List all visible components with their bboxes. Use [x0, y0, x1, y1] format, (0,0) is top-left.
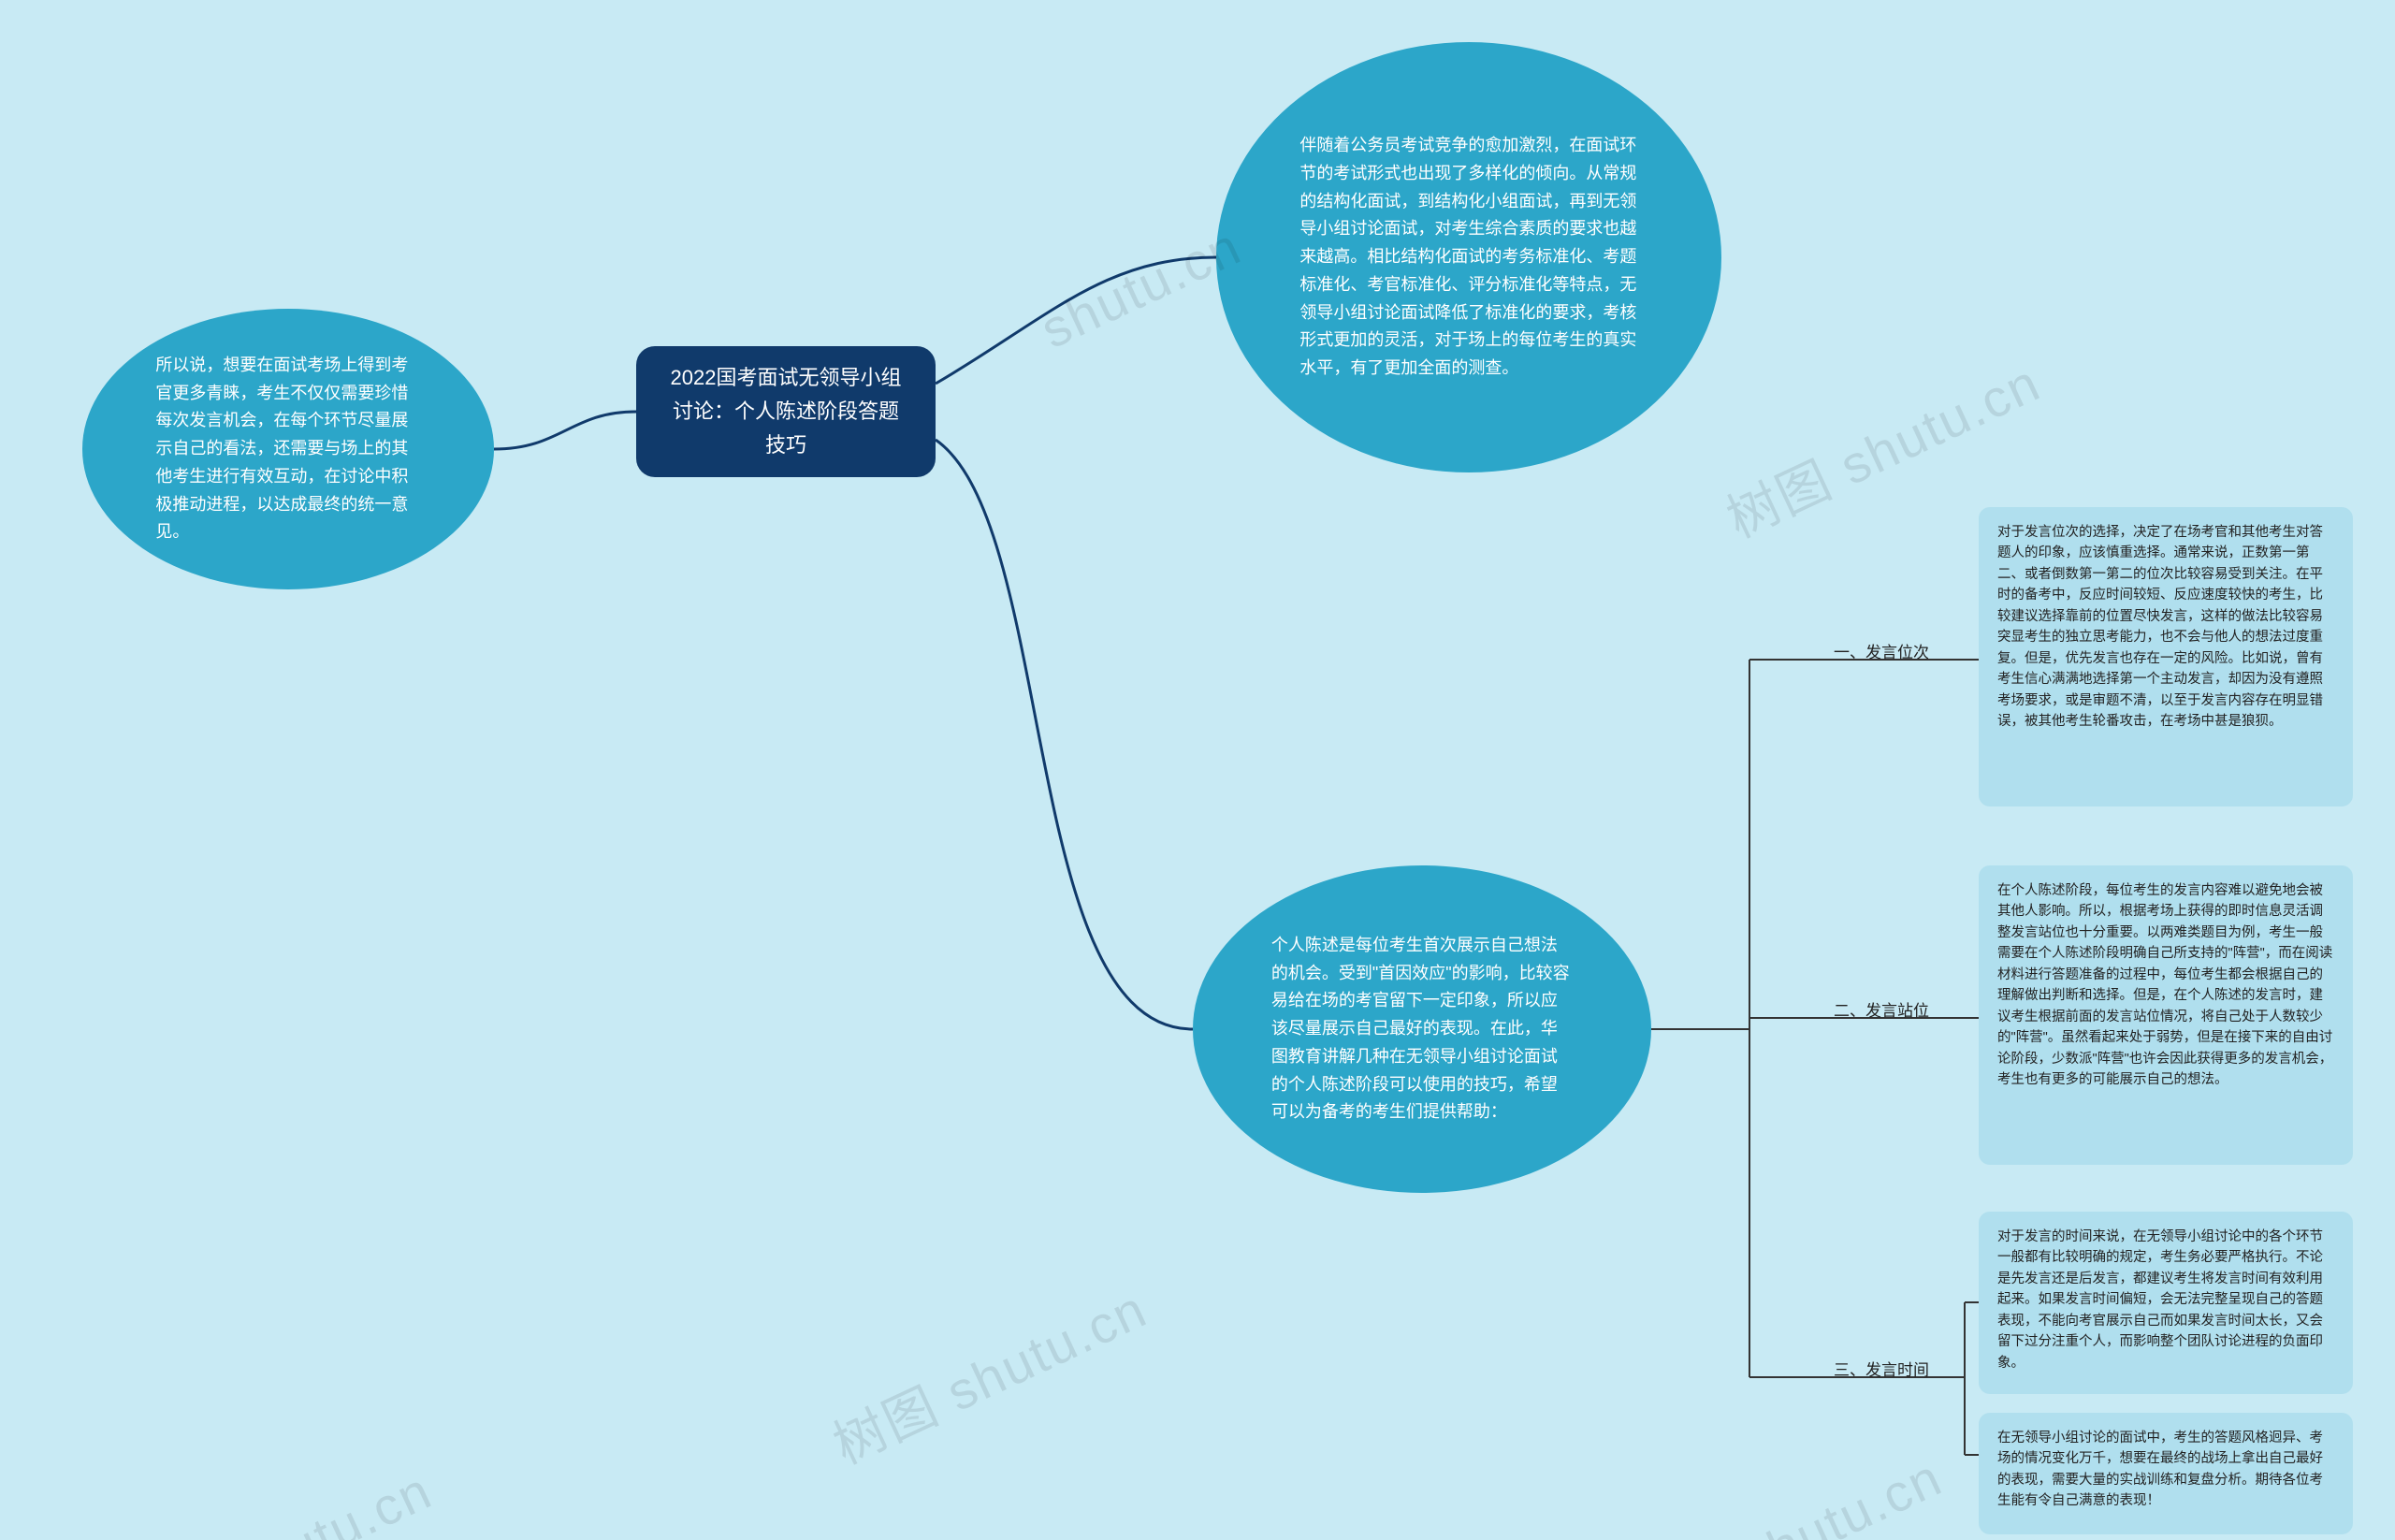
watermark-4: shutu.cn	[1032, 215, 1251, 360]
root-node: 2022国考面试无领导小组讨论：个人陈述阶段答题技巧	[636, 346, 936, 477]
bubble-left: 所以说，想要在面试考场上得到考官更多青睐，考生不仅仅需要珍惜每次发言机会，在每个…	[127, 337, 448, 561]
bubble-bottom: 个人陈述是每位考生首次展示自己想法的机会。受到"首因效应"的影响，比较容易给在场…	[1243, 898, 1601, 1160]
watermark-2: 树图 shutu.cn	[1615, 1436, 1953, 1540]
leaf-0-0: 对于发言位次的选择，决定了在场考官和其他考生对答题人的印象，应该慎重选择。通常来…	[1979, 507, 2353, 806]
leaf-2-1: 在无领导小组讨论的面试中，考生的答题风格迥异、考场的情况变化万千，想要在最终的战…	[1979, 1413, 2353, 1534]
leaf-1-0: 在个人陈述阶段，每位考生的发言内容难以避免地会被其他人影响。所以，根据考场上获得…	[1979, 865, 2353, 1165]
watermark-1: 树图 shutu.cn	[820, 1268, 1158, 1479]
branch-label-0: 一、发言位次	[1834, 639, 1929, 662]
branch-label-1: 二、发言站位	[1834, 997, 1929, 1021]
bubble-top: 伴随着公务员考试竞争的愈加激烈，在面试环节的考试形式也出现了多样化的倾向。从常规…	[1271, 85, 1665, 429]
branch-label-2: 三、发言时间	[1834, 1357, 1929, 1380]
watermark-0: shutu.cn	[223, 1460, 442, 1540]
leaf-2-0: 对于发言的时间来说，在无领导小组讨论中的各个环节一般都有比较明确的规定，考生务必…	[1979, 1212, 2353, 1394]
